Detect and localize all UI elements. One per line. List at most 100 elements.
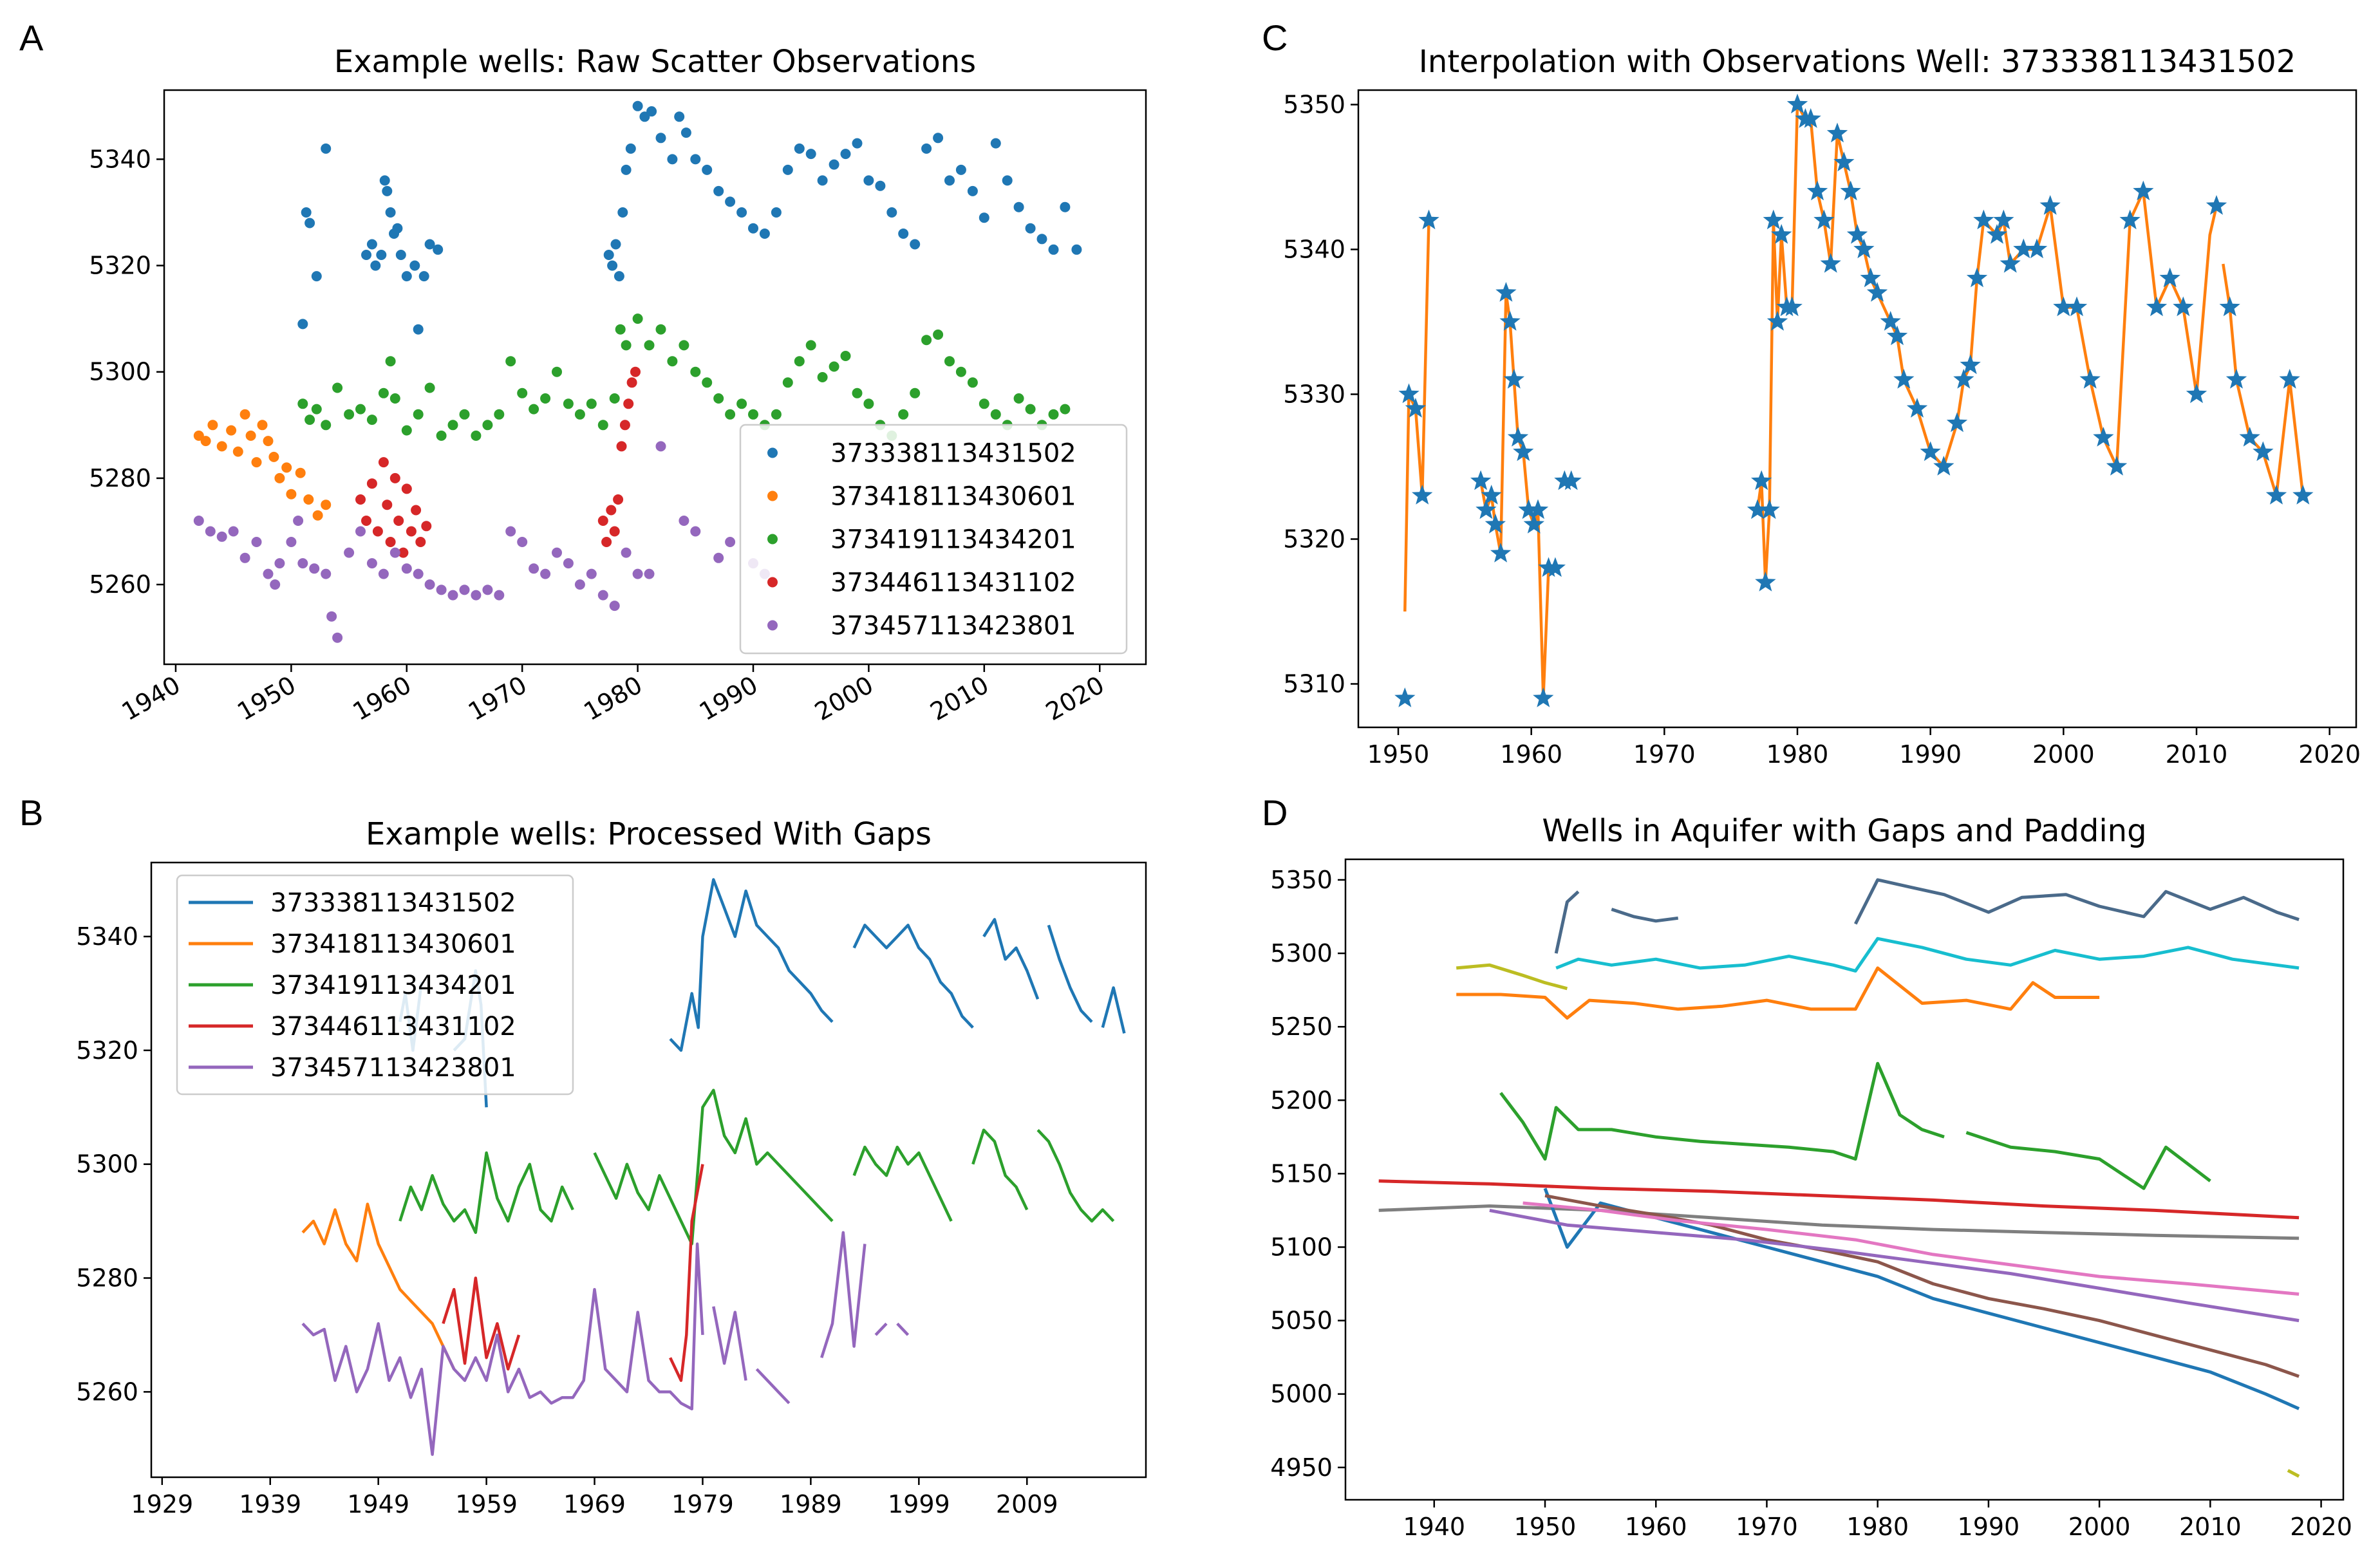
data-point-a-s4-10 <box>293 516 304 526</box>
data-point-a-s1-18 <box>321 499 332 510</box>
star-marker-c-62 <box>2053 296 2074 317</box>
data-point-a-s2-68 <box>1048 409 1059 420</box>
y-tick-label-b-1: 5280 <box>76 1264 138 1293</box>
data-point-a-s2-46 <box>794 356 805 367</box>
data-point-a-s0-59 <box>967 185 978 196</box>
star-marker-c-46 <box>1886 325 1908 346</box>
chart-title-a: Example wells: Raw Scatter Observations <box>334 44 976 80</box>
data-point-a-s0-54 <box>910 239 921 250</box>
series-line-b-s4-1 <box>712 1306 747 1381</box>
panel-letter-b: B <box>19 792 43 833</box>
data-point-a-s3-11 <box>406 526 417 537</box>
data-point-a-s1-9 <box>257 420 268 431</box>
data-point-a-s0-5 <box>361 250 371 260</box>
star-marker-c-55 <box>1973 209 1994 230</box>
chart-panel-b: Example wells: Processed With Gaps 5260 52… <box>76 816 1147 1518</box>
legend-label-b-2: 373419113434201 <box>270 971 516 1000</box>
star-marker-c-8 <box>1485 514 1506 534</box>
data-point-a-s2-8 <box>378 387 389 398</box>
plot-area-b <box>301 878 1126 1456</box>
x-tick-label-b-0: 1929 <box>131 1490 193 1518</box>
y-tick-label-d-0: 4950 <box>1270 1453 1333 1482</box>
data-point-a-s2-42 <box>748 409 758 420</box>
data-point-a-s4-8 <box>274 558 285 569</box>
data-point-a-s2-61 <box>967 377 978 388</box>
star-marker-c-50 <box>1933 456 1954 476</box>
x-tick-label-c-4: 1990 <box>1899 740 1962 769</box>
star-marker-c-44 <box>1866 282 1888 302</box>
series-line-d-s0-0 <box>1554 890 1580 954</box>
x-tick-label-b-2: 1949 <box>347 1490 409 1518</box>
x-tick-label-a-7: 2010 <box>926 671 994 726</box>
star-marker-c-65 <box>2093 427 2114 447</box>
series-line-b-s3-0 <box>442 1276 521 1371</box>
data-point-a-s0-9 <box>379 175 390 186</box>
series-line-d-s8-0 <box>1544 1194 2300 1378</box>
star-marker-c-13 <box>1507 427 1529 447</box>
star-marker-c-32 <box>1786 93 1808 114</box>
data-point-a-s2-4 <box>332 382 343 393</box>
data-point-a-s2-28 <box>597 420 608 431</box>
data-point-a-s4-35 <box>563 558 574 569</box>
legend-label-a-2: 373419113434201 <box>830 525 1076 555</box>
data-point-a-s0-27 <box>625 143 636 154</box>
data-point-a-s0-49 <box>852 138 863 149</box>
data-point-a-s4-0 <box>193 516 204 526</box>
star-marker-c-78 <box>2265 485 2287 505</box>
series-line-d-s9-0 <box>1523 1201 2300 1296</box>
data-point-a-s2-69 <box>1060 404 1071 415</box>
x-tick-label-a-8: 2020 <box>1041 671 1109 726</box>
data-point-a-s3-5 <box>382 499 393 510</box>
series-line-c-s0-4 <box>2222 263 2305 498</box>
chart-panel-a: Example wells: Raw Scatter Observations 5… <box>89 44 1147 726</box>
series-line-b-s1-0 <box>301 1202 456 1370</box>
data-point-a-s0-56 <box>933 133 944 144</box>
series-line-b-s0-3 <box>852 924 974 1029</box>
data-point-a-s0-48 <box>840 149 851 160</box>
data-point-a-s0-4 <box>321 143 332 154</box>
data-point-a-s4-24 <box>436 584 447 595</box>
data-point-a-s4-45 <box>690 526 701 537</box>
data-point-a-s4-46 <box>713 552 724 563</box>
data-point-a-s3-22 <box>623 398 634 409</box>
series-line-d-s5-0 <box>1378 1179 2300 1220</box>
series-line-d-s0-1 <box>1611 908 1679 923</box>
data-point-a-s3-16 <box>601 537 612 547</box>
data-point-a-s4-2 <box>216 531 227 542</box>
y-tick-label-a-0: 5260 <box>89 570 151 599</box>
legend-box-b <box>176 874 574 1096</box>
chart-title-d: Wells in Aquifer with Gaps and Padding <box>1542 813 2146 849</box>
x-tick-label-c-2: 1970 <box>1633 740 1696 769</box>
star-marker-c-61 <box>2039 195 2061 215</box>
data-point-a-s2-21 <box>517 387 528 398</box>
x-tick-label-b-5: 1979 <box>671 1490 734 1518</box>
data-point-a-s0-26 <box>621 164 632 175</box>
data-point-a-s2-47 <box>805 340 816 351</box>
star-marker-c-11 <box>1499 311 1521 331</box>
star-marker-c-52 <box>1953 369 1974 389</box>
data-point-a-s4-28 <box>482 584 493 595</box>
star-marker-c-69 <box>2146 296 2168 317</box>
star-marker-c-54 <box>1966 267 1988 288</box>
star-marker-c-74 <box>2219 296 2240 317</box>
data-point-a-s4-37 <box>586 568 597 579</box>
star-marker-c-2 <box>1405 398 1426 418</box>
data-point-a-s0-19 <box>424 239 435 250</box>
data-point-a-s0-53 <box>898 229 909 239</box>
data-point-a-s2-24 <box>552 366 562 377</box>
legend-label-b-4: 373457113423801 <box>270 1053 516 1083</box>
star-marker-c-1 <box>1398 383 1420 404</box>
plot-frame-b <box>150 861 1147 1479</box>
data-point-a-s1-11 <box>268 451 279 462</box>
x-tick-label-a-4: 1980 <box>579 671 647 726</box>
data-point-a-s0-43 <box>782 164 793 175</box>
star-marker-c-3 <box>1412 485 1433 505</box>
legend-label-a-3: 373446113431102 <box>830 568 1076 598</box>
data-point-a-s2-62 <box>979 398 989 409</box>
series-line-b-s2-4 <box>1036 1129 1115 1223</box>
legend-label-a-0: 373338113431502 <box>830 439 1076 469</box>
data-point-a-s2-39 <box>713 393 724 404</box>
data-point-a-s0-1 <box>301 207 312 218</box>
data-point-a-s1-4 <box>226 425 237 436</box>
